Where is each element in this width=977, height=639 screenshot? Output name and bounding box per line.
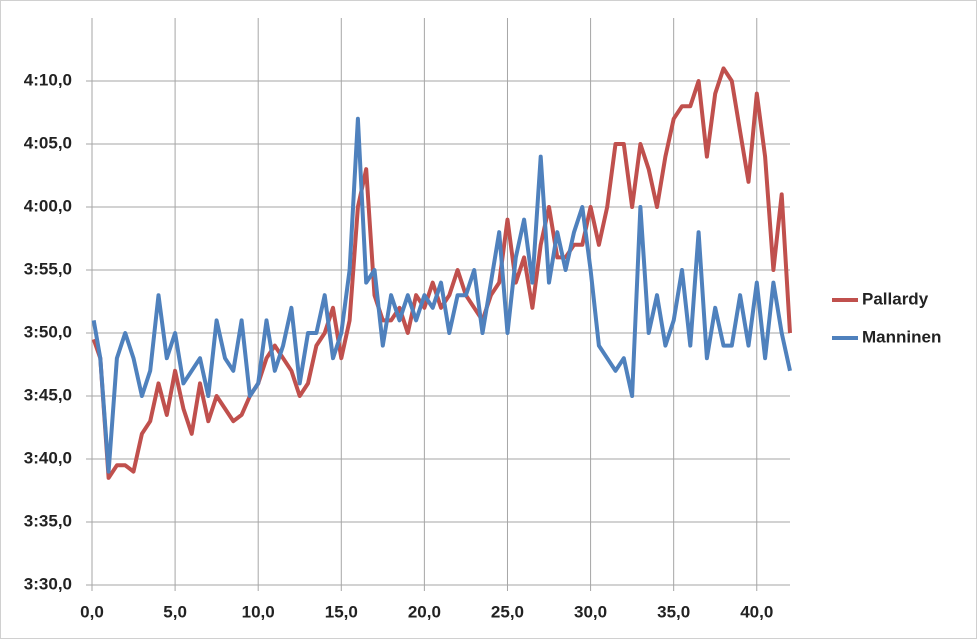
x-tick-label: 40,0 xyxy=(740,602,773,621)
y-tick-label: 4:00,0 xyxy=(24,196,72,215)
x-tick-label: 10,0 xyxy=(242,602,275,621)
y-tick-label: 3:55,0 xyxy=(24,259,72,278)
x-tick-label: 20,0 xyxy=(408,602,441,621)
x-tick-label: 0,0 xyxy=(80,602,104,621)
x-tick-label: 5,0 xyxy=(163,602,187,621)
y-tick-label: 3:40,0 xyxy=(24,448,72,467)
legend-label: Pallardy xyxy=(862,289,929,308)
y-tick-label: 3:45,0 xyxy=(24,385,72,404)
x-tick-label: 15,0 xyxy=(325,602,358,621)
legend-label: Manninen xyxy=(862,327,941,346)
y-tick-label: 3:30,0 xyxy=(24,574,72,593)
data-line xyxy=(91,66,792,480)
y-tick-label: 3:50,0 xyxy=(24,322,72,341)
y-tick-label: 4:05,0 xyxy=(24,133,72,152)
x-tick-label: 30,0 xyxy=(574,602,607,621)
x-tick-label: 25,0 xyxy=(491,602,524,621)
y-tick-label: 3:35,0 xyxy=(24,511,72,530)
y-tick-label: 4:10,0 xyxy=(24,70,72,89)
data-line xyxy=(91,116,792,474)
x-tick-label: 35,0 xyxy=(657,602,690,621)
